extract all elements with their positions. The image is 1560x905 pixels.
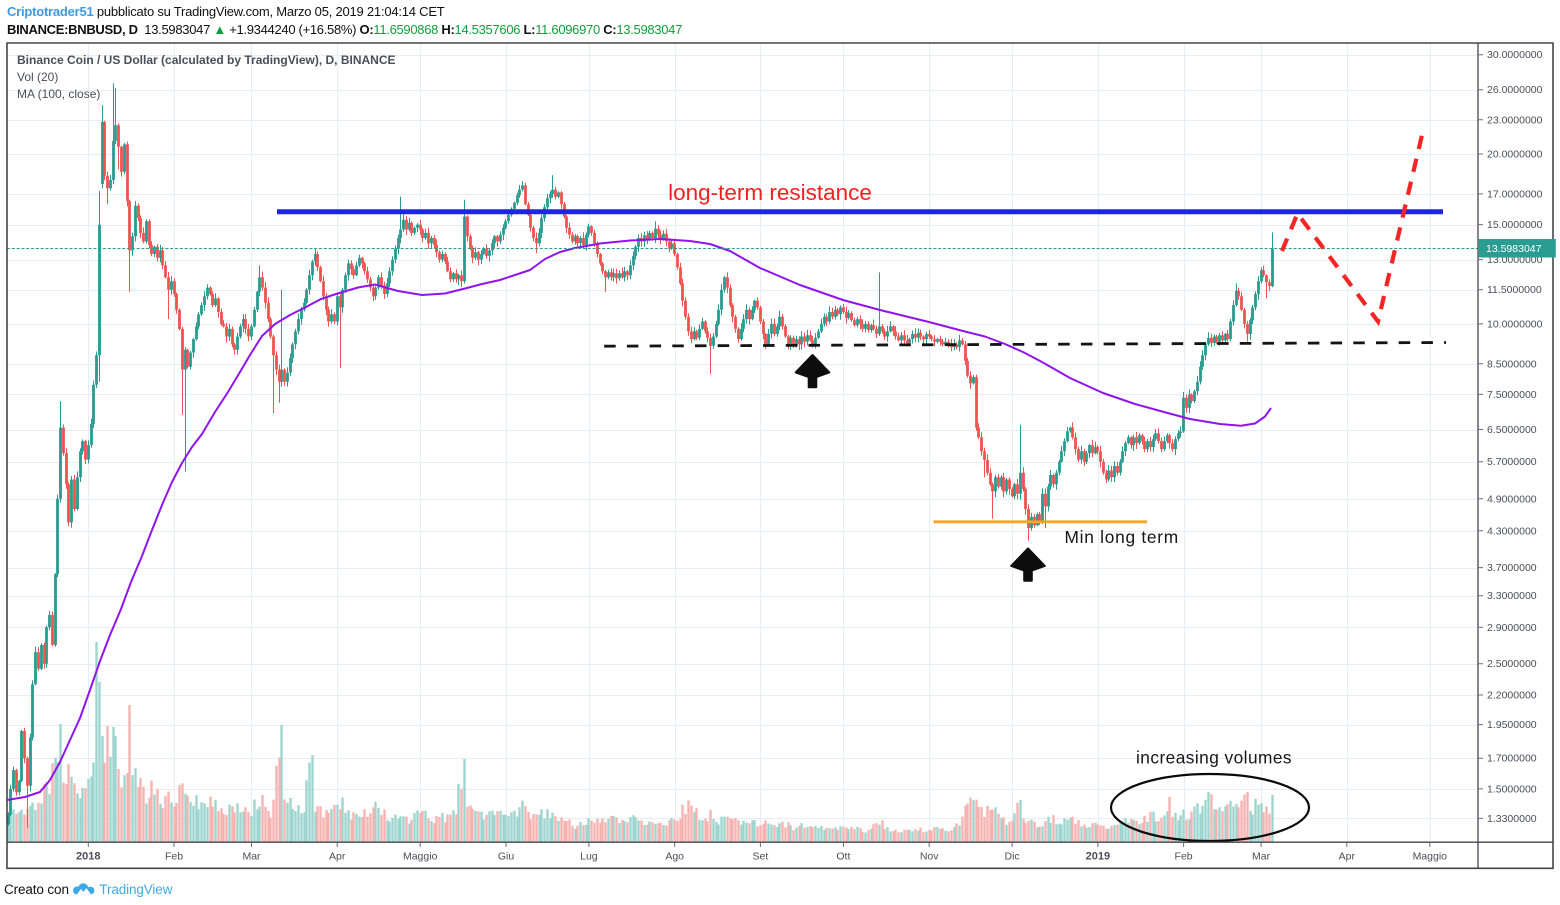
svg-text:3.3000000: 3.3000000 bbox=[1487, 590, 1537, 602]
svg-text:13.5983047: 13.5983047 bbox=[1486, 243, 1542, 255]
svg-text:26.0000000: 26.0000000 bbox=[1487, 84, 1543, 96]
svg-text:2.9000000: 2.9000000 bbox=[1487, 622, 1537, 634]
svg-text:Ago: Ago bbox=[665, 851, 684, 863]
svg-text:4.9000000: 4.9000000 bbox=[1487, 493, 1537, 505]
svg-text:increasing volumes: increasing volumes bbox=[1136, 748, 1292, 768]
svg-text:1.9500000: 1.9500000 bbox=[1487, 719, 1537, 731]
svg-text:Ott: Ott bbox=[836, 851, 850, 863]
svg-text:Set: Set bbox=[753, 851, 769, 863]
svg-text:8.5000000: 8.5000000 bbox=[1487, 358, 1537, 370]
svg-text:11.5000000: 11.5000000 bbox=[1487, 284, 1542, 296]
svg-text:long-term resistance: long-term resistance bbox=[668, 180, 872, 205]
svg-text:6.5000000: 6.5000000 bbox=[1487, 424, 1537, 436]
svg-text:30.0000000: 30.0000000 bbox=[1487, 49, 1543, 61]
svg-text:Mar: Mar bbox=[1252, 851, 1271, 863]
svg-text:Mar: Mar bbox=[242, 851, 261, 863]
svg-text:3.7000000: 3.7000000 bbox=[1487, 562, 1537, 574]
svg-text:2.2000000: 2.2000000 bbox=[1487, 690, 1537, 702]
svg-text:2018: 2018 bbox=[76, 851, 100, 863]
svg-text:17.0000000: 17.0000000 bbox=[1487, 188, 1543, 200]
svg-text:4.3000000: 4.3000000 bbox=[1487, 525, 1537, 537]
svg-text:Binance Coin / US Dollar (calc: Binance Coin / US Dollar (calculated by … bbox=[17, 53, 396, 67]
svg-text:MA (100, close): MA (100, close) bbox=[17, 87, 100, 101]
svg-text:1.3300000: 1.3300000 bbox=[1487, 813, 1537, 825]
svg-text:20.0000000: 20.0000000 bbox=[1487, 149, 1543, 161]
svg-text:5.7000000: 5.7000000 bbox=[1487, 456, 1537, 468]
svg-text:Dic: Dic bbox=[1005, 851, 1020, 863]
svg-text:1.7000000: 1.7000000 bbox=[1487, 753, 1537, 765]
svg-text:7.5000000: 7.5000000 bbox=[1487, 389, 1537, 401]
svg-text:15.0000000: 15.0000000 bbox=[1487, 219, 1543, 231]
svg-text:Maggio: Maggio bbox=[1413, 851, 1448, 863]
svg-text:Vol (20): Vol (20) bbox=[17, 70, 58, 84]
svg-text:Lug: Lug bbox=[580, 851, 598, 863]
svg-text:Giu: Giu bbox=[498, 851, 515, 863]
svg-text:Apr: Apr bbox=[329, 851, 346, 863]
svg-text:Maggio: Maggio bbox=[403, 851, 438, 863]
svg-text:Nov: Nov bbox=[920, 851, 939, 863]
svg-text:2019: 2019 bbox=[1086, 851, 1110, 863]
svg-text:Min long term: Min long term bbox=[1065, 527, 1179, 547]
svg-text:2.5000000: 2.5000000 bbox=[1487, 658, 1537, 670]
svg-text:1.5000000: 1.5000000 bbox=[1487, 783, 1537, 795]
svg-text:23.0000000: 23.0000000 bbox=[1487, 114, 1543, 126]
svg-text:Feb: Feb bbox=[165, 851, 183, 863]
svg-text:10.0000000: 10.0000000 bbox=[1487, 318, 1543, 330]
svg-text:Apr: Apr bbox=[1339, 851, 1356, 863]
svg-text:Feb: Feb bbox=[1175, 851, 1193, 863]
